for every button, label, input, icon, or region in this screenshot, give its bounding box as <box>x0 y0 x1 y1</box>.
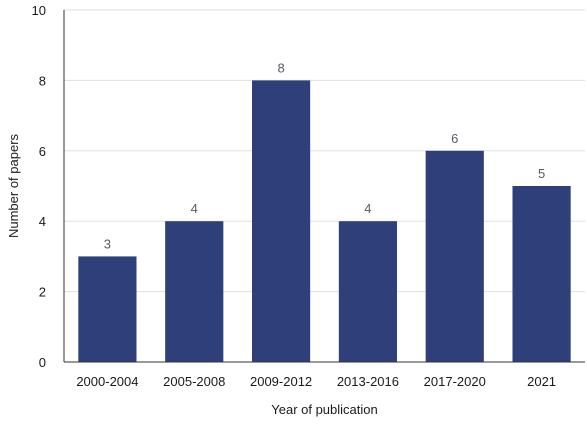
y-tick-label: 4 <box>39 214 46 229</box>
bar <box>338 221 398 362</box>
gridlines <box>64 9 585 293</box>
y-tick-label: 0 <box>39 355 46 370</box>
data-label: 4 <box>364 201 371 216</box>
data-label: 5 <box>538 166 545 181</box>
data-label: 8 <box>277 60 284 75</box>
x-tick-label: 2013-2016 <box>337 374 399 389</box>
data-label: 4 <box>191 201 198 216</box>
bar <box>425 150 484 362</box>
bar <box>251 80 311 363</box>
y-tick-label: 2 <box>39 285 46 300</box>
axes <box>63 10 585 363</box>
y-axis-title: Number of papers <box>6 133 21 238</box>
y-tick-label: 6 <box>39 144 46 159</box>
data-label: 6 <box>451 131 458 146</box>
x-tick-label: 2017-2020 <box>424 374 486 389</box>
bars <box>78 80 571 363</box>
bar <box>165 221 224 362</box>
y-tick-label: 8 <box>39 73 46 88</box>
x-axis-title: Year of publication <box>271 402 378 417</box>
x-tick-labels: 2000-2004 2005-2008 2009-2012 2013-2016 2017… <box>76 374 556 389</box>
bar <box>512 186 571 362</box>
x-tick-label: 2009-2012 <box>250 374 312 389</box>
data-labels: 3 4 8 4 6 5 <box>104 60 545 251</box>
y-tick-labels: 0 2 4 6 8 10 <box>32 3 46 370</box>
x-tick-label: 2000-2004 <box>76 374 138 389</box>
y-tick-label: 10 <box>32 3 46 18</box>
data-label: 3 <box>104 236 111 251</box>
x-tick-label: 2005-2008 <box>163 374 225 389</box>
bar <box>78 256 137 362</box>
x-tick-label: 2021 <box>527 374 556 389</box>
